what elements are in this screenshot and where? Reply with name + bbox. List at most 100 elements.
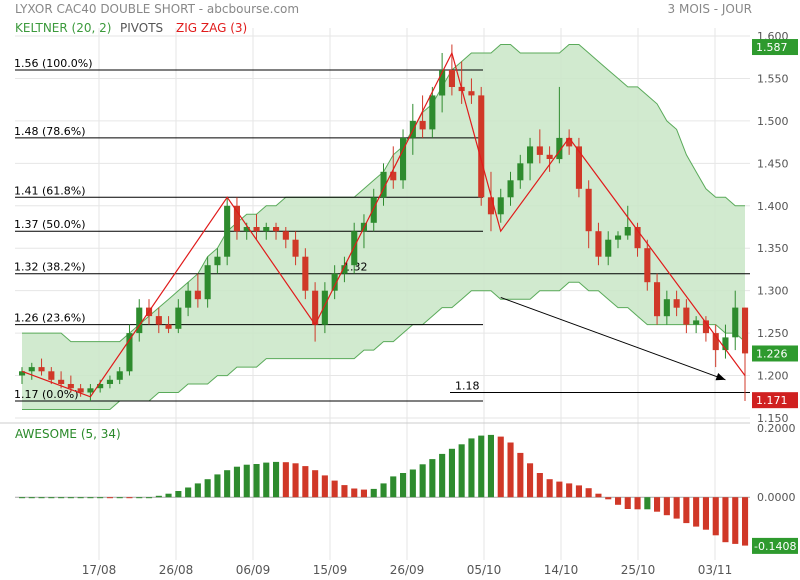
candle-body [673,299,680,308]
candle-body [487,197,494,215]
ao-bar [331,480,338,498]
ao-bar [67,497,74,499]
x-tick-label: 06/09 [236,563,271,577]
candle-body [683,307,690,325]
ao-bar [419,464,426,498]
fib-level-label: 1.37 (50.0%) [14,218,86,231]
ao-bar [585,488,592,498]
ao-bar [673,497,680,519]
ao-bar [429,459,436,498]
candle-body [233,205,240,232]
ao-bar [253,464,260,498]
candle-body [126,333,133,372]
candle-body [575,146,582,189]
candle-body [253,227,260,232]
candle-body [224,205,231,257]
pivot-annotation: 1.32 [343,261,368,274]
x-tick-label: 05/10 [467,563,502,577]
candle-body [605,239,612,257]
price-tag-low-bg [752,392,798,409]
candle-body [497,197,504,215]
ao-bar [458,444,465,498]
candle-body [370,197,377,223]
candle-body [400,137,407,181]
candle-body [390,171,397,181]
ao-bar [536,473,543,498]
price-tag-last-bg [752,345,798,362]
candle-body [77,388,84,393]
ao-bar [126,497,133,499]
candle-body [448,70,455,87]
candle-body [263,227,270,232]
ao-tick-label: 0.0000 [757,491,796,504]
ao-bar [380,483,387,498]
ao-bar [282,462,289,498]
ao-bar [693,497,700,527]
ao-bar [439,453,446,498]
ao-bar [624,497,631,509]
price-tick-label: 1.400 [757,200,789,213]
ao-bar [175,491,182,498]
ao-bar [48,497,55,499]
ao-bar [204,479,211,498]
price-tick-label: 1.300 [757,285,789,298]
ao-bar [106,497,113,499]
ao-bar [185,487,192,498]
candle-body [429,95,436,130]
candle-body [546,154,553,159]
candle-body [97,384,104,389]
candle-body [67,384,74,389]
candle-body [644,248,651,283]
ao-bar [341,485,348,498]
ao-tag-last: -0.1408 [754,540,796,553]
candle-body [742,307,749,354]
candle-body [663,299,670,317]
candle-body [321,290,328,325]
ao-bar [712,497,719,536]
candle-body [566,137,573,147]
x-tick-label: 26/08 [159,563,194,577]
ao-bar [527,463,534,498]
fib-level-label: 1.26 (23.6%) [14,312,86,325]
ao-bar [77,497,84,499]
x-tick-label: 17/08 [82,563,117,577]
ao-bar [400,473,407,498]
ao-bar [194,483,201,498]
candle-body [468,91,475,96]
ao-bar [87,497,94,499]
ao-bar [732,497,739,544]
fib-level-label: 1.48 (78.6%) [14,125,86,138]
ao-bar [19,497,26,499]
ao-bar [351,488,358,498]
fib-level-label: 1.56 (100.0%) [14,57,93,70]
candle-body [331,273,338,291]
ao-bar [146,497,153,499]
ao-bar [556,481,563,498]
ao-bar [517,452,524,498]
ao-bar [683,497,690,524]
ao-bar [654,497,661,512]
candle-body [175,307,182,329]
ao-bar [448,448,455,498]
candle-body [722,337,729,351]
ao-bar [224,470,231,498]
ao-bar [321,475,328,498]
ao-bar [605,497,612,500]
price-tick-label: 1.550 [757,72,789,85]
candle-body [536,146,543,155]
chart-title: LYXOR CAC40 DOUBLE SHORT - abcbourse.com [15,2,300,16]
candle-body [312,290,319,325]
ao-bar [468,438,475,498]
candle-body [556,137,563,160]
fib-level-label: 1.32 (38.2%) [14,261,86,274]
candle-body [87,388,94,393]
candle-body [585,188,592,232]
candle-body [615,235,622,240]
ao-bar [214,474,221,498]
price-tick-label: 1.350 [757,242,789,255]
price-tag-last: 1.226 [756,347,788,360]
zigzag-line [21,51,746,398]
ao-bar [263,462,270,498]
candle-body [48,371,55,380]
candle-body [478,95,485,198]
